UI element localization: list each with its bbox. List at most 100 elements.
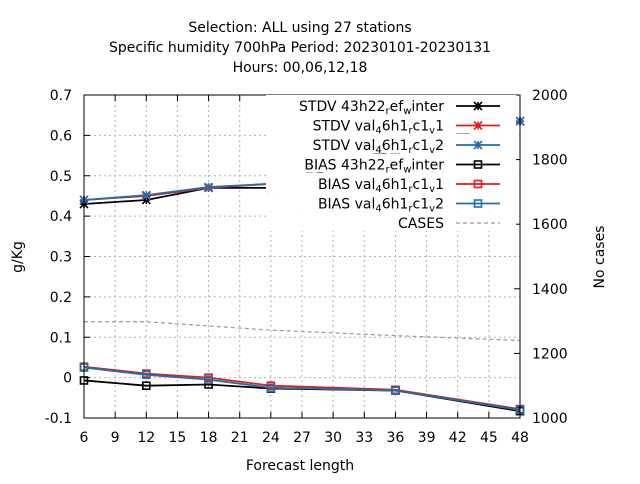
- y2-axis-label: No cases: [592, 226, 608, 289]
- legend-backdrop: [266, 173, 516, 192]
- legend-label-part: r: [386, 106, 391, 117]
- legend-entry: CASES: [266, 212, 516, 232]
- x-tick-label: 48: [511, 430, 529, 446]
- legend-label-part: 6h1: [382, 197, 409, 213]
- legend-label-part: ef: [390, 99, 405, 115]
- legend-label-part: r: [408, 145, 413, 156]
- marker-stroke: [473, 101, 483, 111]
- legend-label-part: 4: [375, 184, 381, 195]
- title-line-hours: Hours: 00,06,12,18: [233, 60, 368, 76]
- y2-tick-label: 1200: [532, 346, 568, 362]
- series-6: [84, 321, 521, 342]
- grid: [84, 95, 520, 418]
- legend-label-part: 6h1: [382, 177, 409, 193]
- legend-label-part: BIAS val: [318, 177, 375, 193]
- x-tick-label: 9: [111, 430, 120, 446]
- legend-entry: BIAS val46h1rc1v1: [266, 173, 516, 195]
- data-point: [204, 375, 213, 384]
- legend-label-part: r: [408, 184, 413, 195]
- legend-label-part: c1: [413, 177, 430, 193]
- legend-label-part: v: [429, 126, 435, 137]
- y-tick-label: 0: [63, 371, 72, 387]
- x-tick-label: 15: [169, 430, 187, 446]
- y2-tick-label: 1600: [532, 217, 568, 233]
- legend-label-part: v: [429, 184, 435, 195]
- legend-label: STDV val46h1rc1v1: [313, 119, 444, 137]
- x-tick-label: 18: [200, 430, 218, 446]
- legend-label-part: 6h1: [382, 138, 409, 154]
- legend-label-part: 4: [375, 204, 381, 215]
- legend-label-part: 6h1: [382, 119, 409, 135]
- title-line-parameter: Specific humidity 700hPa Period: 2023010…: [109, 40, 491, 56]
- marker-stroke: [473, 120, 483, 131]
- legend-label-part: STDV val: [313, 138, 376, 154]
- x-tick-label: 45: [480, 430, 498, 446]
- legend-label-part: inter: [411, 99, 444, 115]
- legend-label: CASES: [398, 216, 444, 232]
- legend-label-part: w: [403, 165, 411, 176]
- legend-marker: [473, 120, 483, 131]
- x-tick-label: 12: [137, 430, 155, 446]
- legend-label-part: 2: [435, 138, 444, 154]
- x-tick-label: 36: [387, 430, 405, 446]
- y2-tick-label: 1400: [532, 282, 568, 298]
- legend-label-part: BIAS 43h22: [304, 158, 385, 174]
- legend-marker: [473, 179, 483, 189]
- legend-label-part: r: [408, 204, 413, 215]
- y-tick-label: 0.3: [50, 250, 72, 266]
- chart-title: Selection: ALL using 27 stations Specifi…: [109, 20, 491, 76]
- y-tick-label: 0.1: [50, 330, 72, 346]
- legend-marker: [473, 140, 483, 150]
- x-tick-label: 42: [449, 430, 467, 446]
- x-tick-label: 27: [293, 430, 311, 446]
- legend-label-part: CASES: [398, 216, 444, 232]
- legend-label-part: 2: [435, 197, 444, 213]
- legend-backdrop: [266, 153, 516, 173]
- y-tick-label: 0.4: [50, 209, 72, 225]
- marker-stroke: [141, 190, 151, 200]
- legend-label-part: inter: [411, 158, 444, 174]
- data-point: [204, 182, 214, 192]
- x-tick-label: 30: [324, 430, 342, 446]
- legend-label-part: w: [403, 106, 411, 117]
- legend-label: BIAS val46h1rc1v2: [318, 197, 444, 215]
- x-tick-label: 24: [262, 430, 280, 446]
- x-tick-label: 21: [231, 430, 249, 446]
- y-tick-label: 0.6: [50, 128, 72, 144]
- legend-label: BIAS 43h22refwinter: [304, 158, 444, 176]
- legend-backdrop: [266, 192, 516, 212]
- legend-label-part: r: [408, 126, 413, 137]
- legend-label-part: ef: [390, 158, 405, 174]
- y-tick-label: -0.1: [45, 411, 72, 427]
- legend-marker: [473, 199, 483, 208]
- marker-stroke: [204, 182, 214, 192]
- y-tick-label: 0.5: [50, 169, 72, 185]
- legend-marker: [473, 160, 483, 169]
- legend-label: BIAS val46h1rc1v1: [318, 177, 444, 195]
- y-axis-label: g/Kg: [10, 241, 26, 273]
- legend-label-part: v: [429, 204, 435, 215]
- legend-label-part: v: [429, 145, 435, 156]
- legend-label-part: r: [386, 165, 391, 176]
- x-axis-label: Forecast length: [246, 458, 354, 474]
- legend-entry: STDV val46h1rc1v2: [266, 134, 516, 156]
- data-point: [141, 370, 151, 380]
- legend-backdrop: [266, 95, 516, 114]
- y-tick-label: 0.7: [50, 88, 72, 104]
- legend-label-part: STDV val: [313, 119, 376, 135]
- y-tick-label: 0.2: [50, 290, 72, 306]
- legend-label-part: STDV 43h22: [299, 99, 386, 115]
- legend-label: STDV 43h22refwinter: [299, 99, 444, 117]
- data-point: [391, 386, 400, 395]
- legend-marker: [473, 101, 483, 111]
- legend-label-part: BIAS val: [318, 197, 375, 213]
- legend-backdrop: [266, 212, 516, 231]
- data-point: [266, 383, 276, 393]
- legend-backdrop: [266, 134, 516, 153]
- legend-entry: BIAS val46h1rc1v2: [266, 192, 516, 215]
- legend-entry: STDV 43h22refwinter: [266, 95, 516, 117]
- x-tick-label: 39: [418, 430, 436, 446]
